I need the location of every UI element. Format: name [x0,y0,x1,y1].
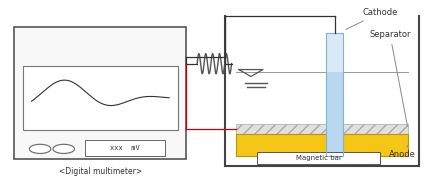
Text: Magnetic bar: Magnetic bar [296,155,342,161]
Bar [326,33,343,72]
Bar [14,27,186,159]
Bar [23,65,178,130]
Bar [257,152,380,163]
Bar [85,140,165,156]
Text: <Digital multimeter>: <Digital multimeter> [59,167,142,176]
Bar [326,72,343,156]
Text: xxx  mV: xxx mV [110,145,140,151]
Bar [236,124,408,134]
Bar [236,134,408,156]
Text: Separator: Separator [369,30,411,126]
Circle shape [53,144,74,153]
Text: Cathode: Cathode [346,8,398,29]
Bar [326,33,343,156]
Circle shape [29,144,51,153]
Text: Anode: Anode [388,145,416,159]
